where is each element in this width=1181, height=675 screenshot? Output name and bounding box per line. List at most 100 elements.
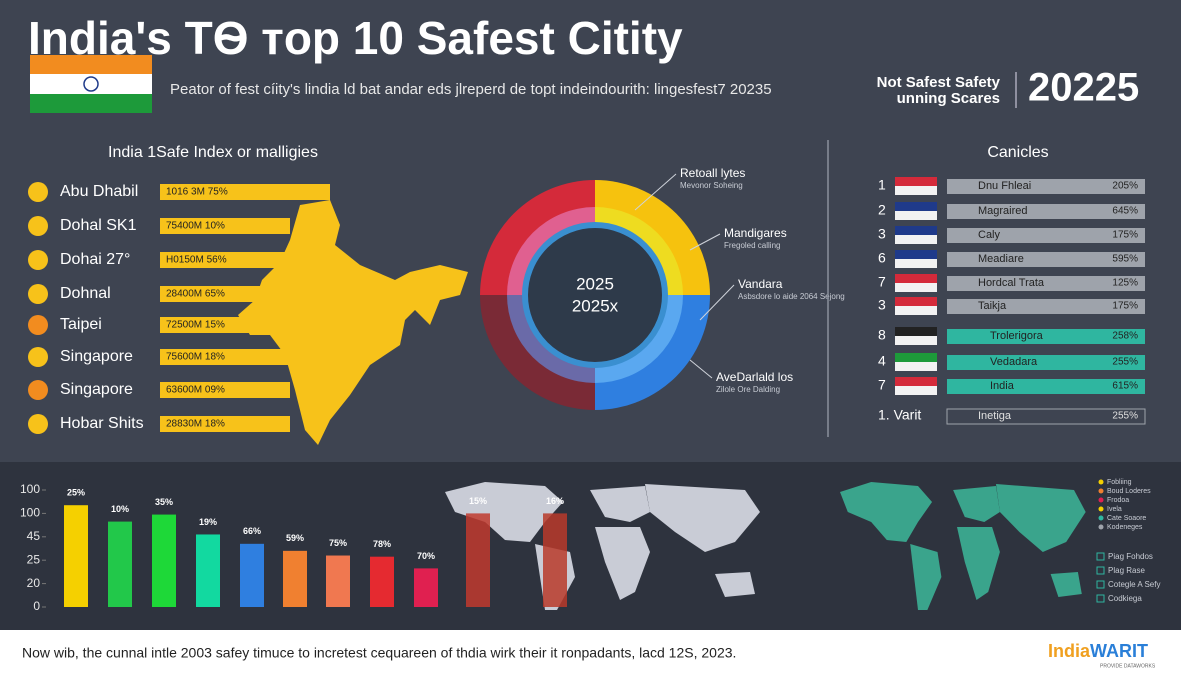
- legend-item: Ivela: [1107, 506, 1122, 513]
- rank-bar: [947, 329, 1145, 344]
- legend-dot: [1098, 488, 1104, 494]
- rank-pct: 205%: [1112, 181, 1138, 192]
- rank-bar: [947, 252, 1145, 267]
- callout-title: AveDarlald los: [716, 370, 793, 384]
- callout-title: Retoall lytes: [680, 166, 745, 180]
- bar-label: 70%: [417, 551, 435, 561]
- rank: 4: [878, 353, 886, 369]
- bar-label: 16%: [546, 496, 564, 506]
- rank-pct: 645%: [1112, 206, 1138, 217]
- callout-sub: Fregoled calling: [724, 241, 780, 250]
- rank-name: Trolerigora: [990, 330, 1044, 342]
- legend-box: [1096, 552, 1105, 561]
- legend-item: Fobliing: [1107, 479, 1132, 486]
- row-bar: [160, 416, 290, 432]
- row-stat: 1016 3M 75%: [166, 187, 228, 198]
- row-name: Taipei: [60, 316, 102, 333]
- legend-dot: [1098, 497, 1104, 503]
- callout-sub: Mevonor Soheing: [680, 181, 743, 190]
- rank: 6: [878, 250, 886, 266]
- row-bar: [160, 382, 290, 398]
- bar: [466, 513, 490, 607]
- footer-background: [0, 630, 1181, 675]
- bar-label: 66%: [243, 526, 261, 536]
- rank-name: Caly: [978, 229, 1001, 241]
- rank-bar: [947, 379, 1145, 394]
- india-flag: [30, 55, 152, 113]
- flag-band: [895, 226, 937, 235]
- rank-bar: [947, 228, 1145, 243]
- legend-item: Frodoa: [1107, 497, 1129, 504]
- flag-band: [895, 274, 937, 283]
- rank: 7: [878, 274, 886, 290]
- callout-sub: Zilole Ore Dalding: [716, 385, 780, 394]
- row-icon: [28, 414, 48, 434]
- bar: [152, 514, 176, 607]
- row-icon: [28, 250, 48, 270]
- bar-chart: 0 20 25 45 100 100 25% 10% 35% 19% 66% 59% 75% 78% 70%…: [20, 482, 567, 613]
- rank: 2: [878, 202, 886, 218]
- callout-title: Vandara: [738, 277, 783, 291]
- row-bar: [160, 349, 290, 365]
- rank-name: Inetiga: [978, 410, 1012, 422]
- rank: 1. Varit: [878, 407, 921, 423]
- rank-pct: 255%: [1112, 357, 1138, 368]
- row-bar: [160, 317, 290, 333]
- row-bar: [160, 252, 290, 268]
- bar-label: 78%: [373, 539, 391, 549]
- india-map: [238, 200, 468, 445]
- rank-bar: [947, 276, 1145, 291]
- row-icon: [28, 315, 48, 335]
- rank-pct: 175%: [1112, 301, 1138, 312]
- rank-pct: 175%: [1112, 230, 1138, 241]
- legend-item: Kodeneges: [1107, 524, 1143, 531]
- legend-dot: [1098, 515, 1104, 521]
- row-stat: 72500M 15%: [166, 320, 225, 331]
- badge-line: unning Scares: [897, 90, 1000, 107]
- rank-bar: [947, 299, 1145, 314]
- rank-bar: [947, 355, 1145, 370]
- rank-bar: [947, 179, 1145, 194]
- bar: [370, 556, 394, 607]
- rank: 7: [878, 377, 886, 393]
- legend: Fobliing Boud Loderes Frodoa Ivela Cate Soao…: [1096, 479, 1160, 603]
- bar: [108, 521, 132, 607]
- right-rows: 1 Dnu Fhleai 205% 2 Magraired 645% 3 Caly 175% 6 M…: [878, 177, 1146, 425]
- rank-pct: 258%: [1112, 331, 1138, 342]
- row-name: Dohal SK1: [60, 217, 137, 234]
- rank: 8: [878, 327, 886, 343]
- logo-b: WARIT: [1090, 641, 1148, 661]
- legend-dot: [1098, 524, 1104, 530]
- bar: [64, 505, 88, 607]
- callout-line: [689, 233, 721, 251]
- bar: [414, 568, 438, 607]
- callout-title: Mandigares: [724, 226, 787, 240]
- bar: [283, 550, 307, 607]
- row-name: Singapore: [60, 381, 133, 398]
- y-tick-label: 20: [27, 576, 41, 590]
- row-icon: [28, 284, 48, 304]
- flag-band: [895, 202, 937, 211]
- row-bar: [160, 184, 330, 200]
- donut: [480, 180, 710, 410]
- flag-band: [895, 327, 937, 336]
- y-tick-label: 100: [20, 482, 40, 496]
- bar-label: 10%: [111, 504, 129, 514]
- footer-text: Now wib, the cunnal intle 2003 safey tim…: [22, 645, 736, 661]
- row-stat: 28400M 65%: [166, 289, 225, 300]
- rank-bar: [947, 204, 1145, 219]
- rank-name: Taikja: [978, 300, 1007, 312]
- flag-band: [895, 353, 937, 362]
- rank-name: Magraired: [978, 205, 1028, 217]
- callout-sub: Asbsdore lo aide 2064 Sejong: [738, 292, 845, 301]
- row-name: Dohai 27°: [60, 251, 130, 268]
- bar: [240, 543, 264, 607]
- rank-pct: 615%: [1112, 381, 1138, 392]
- legend-box: [1096, 580, 1105, 589]
- y-tick-label: 25: [27, 552, 41, 566]
- left-rows: Abu Dhabil 1016 3M 75% Dohal SK1 75400M 10%…: [28, 182, 330, 434]
- row-name: Hobar Shits: [60, 415, 144, 432]
